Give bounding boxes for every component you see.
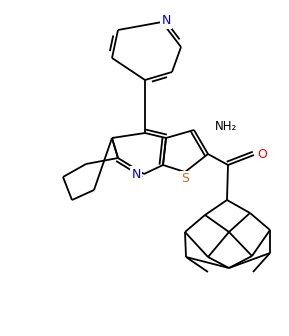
Text: N: N — [131, 168, 141, 180]
Text: NH₂: NH₂ — [215, 121, 237, 133]
Text: S: S — [181, 172, 189, 185]
Text: N: N — [161, 14, 171, 28]
Text: O: O — [257, 148, 267, 161]
